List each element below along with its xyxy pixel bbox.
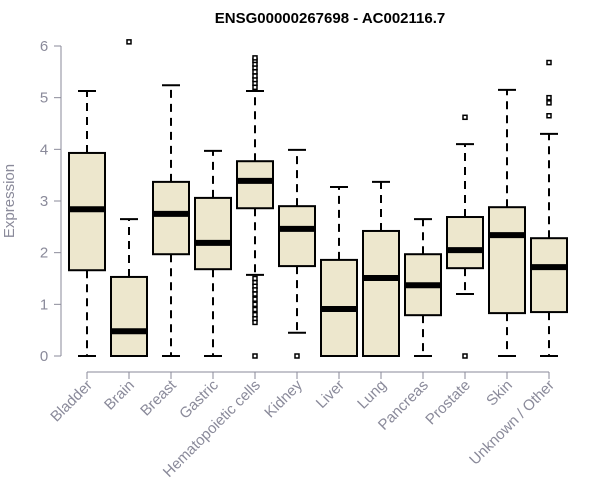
outlier-point: [252, 296, 258, 302]
box-iqr: [152, 180, 190, 256]
outlier-point: [546, 94, 552, 101]
y-tick-label: 4: [40, 141, 48, 158]
x-tick-label: Prostate: [422, 377, 474, 429]
box-hematopoietic-cells: [236, 55, 274, 359]
y-tick-label: 6: [40, 38, 48, 55]
box-skin: [488, 88, 526, 357]
outlier-point: [252, 301, 258, 308]
box-iqr: [110, 275, 148, 358]
box-prostate: [446, 114, 484, 359]
box-liver: [320, 186, 358, 357]
x-tick-label: Liver: [313, 377, 348, 412]
outlier-point: [546, 100, 552, 106]
x-tick-label: Bladder: [47, 377, 96, 426]
y-axis: 0 1 2 3 4 5 6: [40, 38, 62, 365]
box-bladder: [68, 89, 106, 357]
outlier-point: [462, 353, 468, 359]
box-gastric: [194, 149, 232, 357]
y-tick-label: 0: [40, 348, 48, 365]
outlier-point: [546, 59, 552, 66]
box-unknown-other: [530, 59, 568, 357]
outlier-point: [252, 55, 258, 61]
x-tick-label: Breast: [137, 376, 180, 419]
y-tick-label: 2: [40, 245, 48, 262]
box-kidney: [278, 148, 316, 359]
x-tick-label: Brain: [101, 377, 138, 414]
y-tick-label: 3: [40, 193, 48, 210]
box-lung: [362, 180, 400, 357]
outlier-point: [252, 306, 258, 313]
box-brain: [110, 39, 148, 358]
outlier-point: [462, 114, 468, 121]
y-tick-label: 1: [40, 296, 48, 313]
chart-title: ENSG00000267698 - AC002116.7: [215, 10, 445, 27]
outlier-point: [546, 113, 552, 119]
box-iqr: [488, 206, 526, 315]
box-pancreas: [404, 218, 442, 357]
box-iqr: [194, 196, 232, 271]
box-iqr: [530, 237, 568, 314]
x-tick-label: Lung: [354, 377, 390, 413]
outlier-point: [252, 319, 258, 326]
boxes: [68, 39, 568, 359]
box-iqr: [362, 229, 400, 357]
y-tick-label: 5: [40, 90, 48, 107]
box-iqr: [446, 216, 484, 270]
x-tick-label: Skin: [483, 377, 516, 410]
box-iqr: [278, 205, 316, 268]
outlier-point: [252, 353, 258, 359]
outlier-point: [126, 39, 132, 45]
x-tick-label: Kidney: [261, 376, 306, 421]
outlier-point: [252, 291, 258, 297]
box-breast: [152, 84, 190, 357]
y-axis-label: Expression: [1, 164, 18, 238]
outlier-point: [294, 353, 300, 359]
box-iqr: [236, 160, 274, 210]
